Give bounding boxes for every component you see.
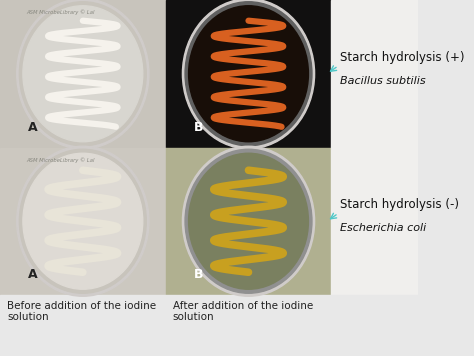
- Circle shape: [19, 2, 146, 146]
- Text: Starch hydrolysis (-): Starch hydrolysis (-): [340, 198, 459, 211]
- Circle shape: [189, 153, 309, 289]
- Circle shape: [23, 153, 143, 289]
- Circle shape: [182, 0, 315, 149]
- Text: After addition of the iodine: After addition of the iodine: [173, 301, 313, 311]
- Circle shape: [185, 149, 312, 293]
- Text: Before addition of the iodine: Before addition of the iodine: [7, 301, 156, 311]
- Circle shape: [23, 6, 143, 142]
- Bar: [0, 295, 418, 356]
- Text: Starch hydrolysis (+): Starch hydrolysis (+): [340, 51, 465, 64]
- Bar: [0, 0, 166, 147]
- Bar: [166, 147, 331, 295]
- Text: B: B: [194, 121, 203, 134]
- Text: ASM MicrobeLibrary © Lal: ASM MicrobeLibrary © Lal: [27, 10, 95, 15]
- Text: A: A: [28, 268, 38, 281]
- Circle shape: [182, 146, 315, 296]
- Text: Escherichia coli: Escherichia coli: [340, 223, 427, 233]
- Circle shape: [185, 2, 312, 146]
- Text: solution: solution: [7, 312, 49, 322]
- Bar: [331, 0, 418, 295]
- Text: ASM MicrobeLibrary © Lal: ASM MicrobeLibrary © Lal: [27, 157, 95, 163]
- Circle shape: [17, 146, 149, 296]
- Bar: [0, 147, 166, 295]
- Circle shape: [189, 6, 309, 142]
- Circle shape: [17, 0, 149, 149]
- Text: A: A: [28, 121, 38, 134]
- Text: solution: solution: [173, 312, 214, 322]
- Text: Bacillus subtilis: Bacillus subtilis: [340, 76, 426, 86]
- Circle shape: [19, 149, 146, 293]
- Bar: [166, 0, 331, 147]
- Text: B: B: [194, 268, 203, 281]
